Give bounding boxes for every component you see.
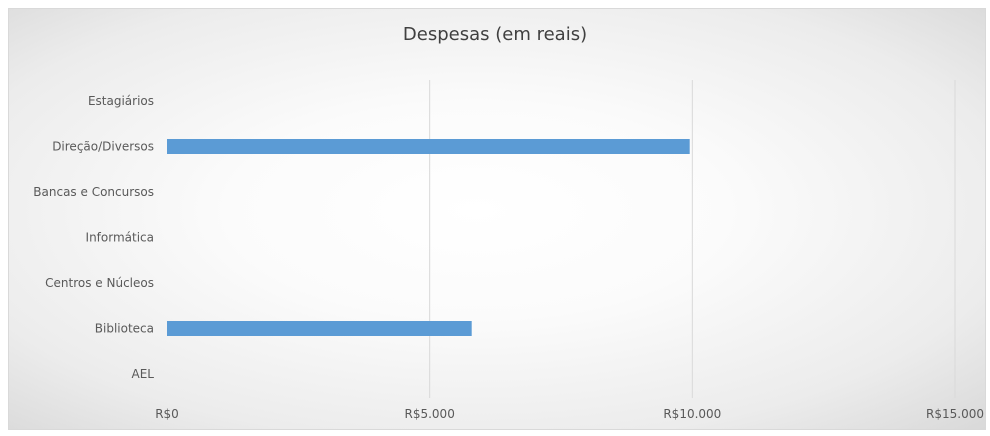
bar bbox=[167, 321, 472, 336]
x-tick-labels: R$0 R$5.000 R$10.000 R$15.000 bbox=[155, 407, 984, 421]
x-tick-label: R$0 bbox=[155, 407, 179, 421]
category-label: Centros e Núcleos bbox=[45, 276, 154, 290]
bars bbox=[167, 139, 690, 336]
x-tick-label: R$15.000 bbox=[926, 407, 984, 421]
x-tick-label: R$10.000 bbox=[663, 407, 721, 421]
category-label: AEL bbox=[132, 367, 155, 381]
category-label: Estagiários bbox=[88, 94, 154, 108]
category-labels: Estagiários Direção/Diversos Bancas e Conc… bbox=[33, 94, 154, 381]
category-label: Informática bbox=[86, 231, 154, 245]
chart-title: Despesas (em reais) bbox=[402, 24, 588, 45]
chart-frame bbox=[8, 8, 986, 430]
category-label: Biblioteca bbox=[95, 322, 154, 336]
category-label: Direção/Diversos bbox=[52, 140, 154, 154]
x-tick-label: R$5.000 bbox=[405, 407, 455, 421]
gridlines bbox=[429, 80, 956, 398]
bar bbox=[167, 139, 690, 154]
category-label: Bancas e Concursos bbox=[33, 185, 154, 199]
